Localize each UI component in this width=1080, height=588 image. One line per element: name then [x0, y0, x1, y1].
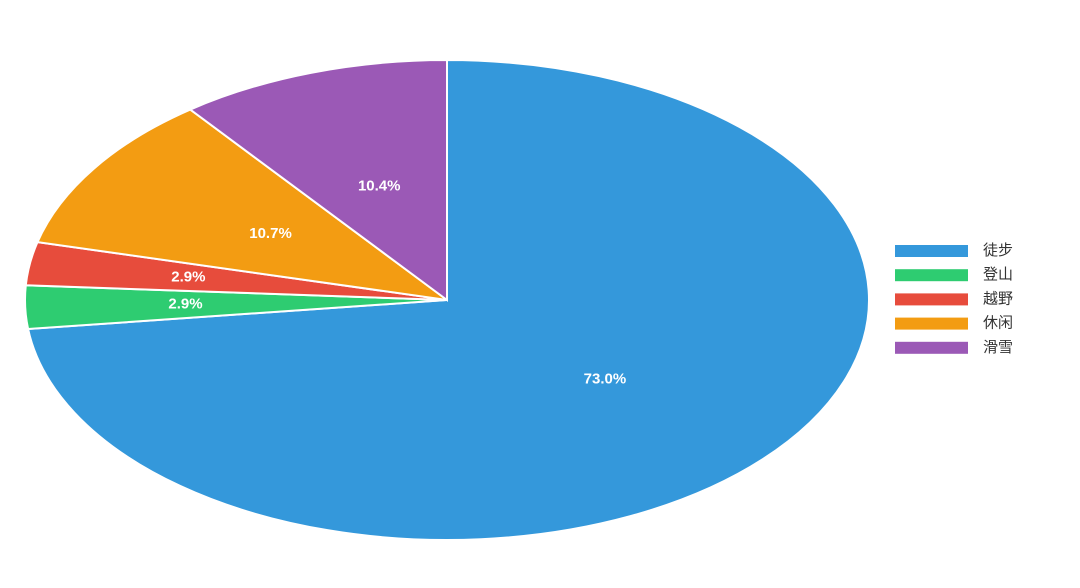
legend-swatch [895, 269, 968, 282]
data-label: 10.4% [358, 177, 401, 194]
legend-label: 徒步 [983, 242, 1013, 259]
data-label: 2.9% [171, 268, 205, 285]
data-label: 2.9% [168, 295, 202, 312]
legend-label: 滑雪 [983, 339, 1013, 356]
legend-swatch [895, 245, 968, 257]
legend-label: 休闲 [983, 315, 1013, 332]
pie-slice [188, 58, 448, 302]
data-label: 10.7% [249, 225, 292, 242]
legend-swatch [895, 317, 968, 330]
legend-label: 登山 [983, 266, 1013, 283]
pie-slice [26, 58, 870, 541]
legend-swatch [895, 341, 968, 354]
pie-slice [36, 108, 448, 301]
legend-swatch [895, 293, 968, 306]
data-label: 73.0% [584, 371, 627, 388]
legend-label: 越野 [983, 290, 1013, 307]
